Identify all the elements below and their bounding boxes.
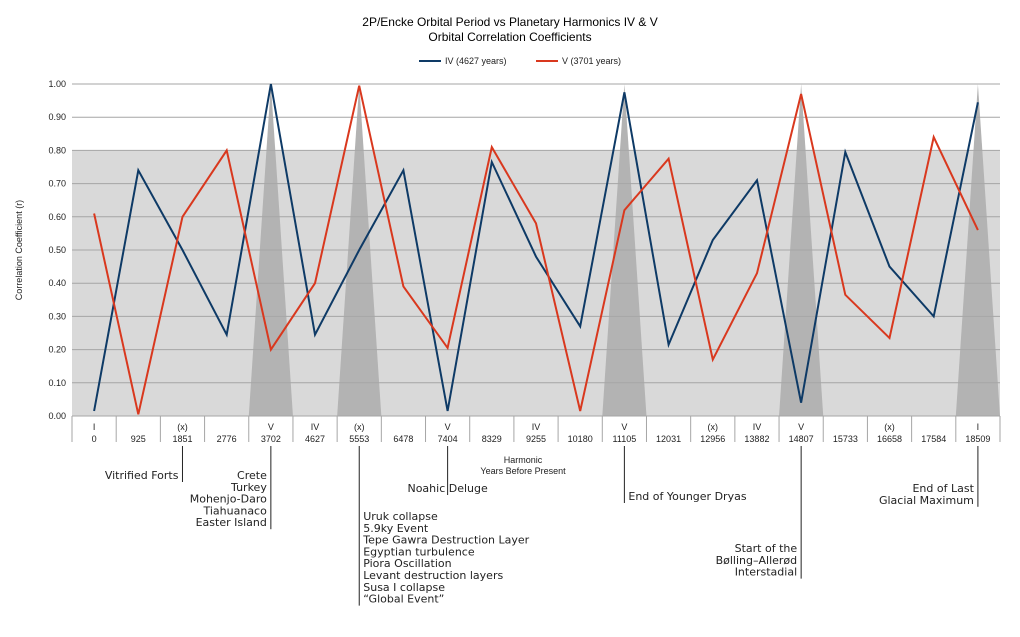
y-tick-label: 0.20 — [48, 345, 66, 355]
x-tick-label: 2776 — [217, 434, 237, 444]
harmonic-label: V — [621, 422, 627, 432]
annotation-text: Piora Oscillation — [363, 557, 451, 570]
annotation-text: Egyptian turbulence — [363, 545, 475, 558]
x-tick-label: 9255 — [526, 434, 546, 444]
harmonic-label: (x) — [884, 422, 895, 432]
x-tick-label: 4627 — [305, 434, 325, 444]
x-tick-label: 6478 — [393, 434, 413, 444]
x-tick-label: 17584 — [921, 434, 946, 444]
y-tick-label: 0.10 — [48, 378, 66, 388]
y-tick-label: 0.50 — [48, 245, 66, 255]
x-tick-label: 13882 — [744, 434, 769, 444]
annotation-text: Glacial Maximum — [879, 494, 974, 507]
annotation-text: Susa I collapse — [363, 581, 445, 594]
x-tick-label: 15733 — [833, 434, 858, 444]
annotations: Vitrified Forts CreteTurkeyMohenjo-DaroTi… — [105, 446, 979, 606]
annotation-text: Mohenjo-Daro — [190, 493, 267, 506]
y-tick-label: 0.70 — [48, 179, 66, 189]
x-tick-label: 18509 — [965, 434, 990, 444]
annotation-text: Easter Island — [196, 516, 267, 529]
x-tick-label: 5553 — [349, 434, 369, 444]
y-tick-label: 0.00 — [48, 411, 66, 421]
x-tick-label: 3702 — [261, 434, 281, 444]
annotation-text: Tiahuanaco — [202, 504, 267, 517]
annotation-text: Turkey — [230, 481, 267, 494]
annotation-text: 5.9ky Event — [363, 522, 429, 535]
series-line-v — [93, 85, 979, 415]
y-tick-label: 0.40 — [48, 278, 66, 288]
x-axis-label-harmonic: Harmonic — [504, 455, 543, 465]
harmonic-label: IV — [532, 422, 541, 432]
annotation-text: Start of the — [735, 542, 798, 555]
x-tick-label: 12031 — [656, 434, 681, 444]
x-tick-label: 0 — [92, 434, 97, 444]
annotation-text: Levant destruction layers — [363, 569, 503, 582]
annotation-text: Noahic Deluge — [407, 482, 488, 495]
legend: IV (4627 years) V (3701 years) — [419, 56, 621, 66]
annotation-text: End of Younger Dryas — [628, 490, 746, 503]
harmonic-label: V — [445, 422, 451, 432]
x-tick-label: 11105 — [613, 434, 637, 444]
harmonic-label: I — [977, 422, 980, 432]
y-tick-label: 0.90 — [48, 112, 66, 122]
x-tick-label: 8329 — [482, 434, 502, 444]
harmonic-label: (x) — [354, 422, 365, 432]
annotation-text: End of Last — [912, 482, 974, 495]
y-tick-label: 0.80 — [48, 145, 66, 155]
harmonic-label: V — [798, 422, 804, 432]
harmonic-label: (x) — [177, 422, 188, 432]
harmonic-label: V — [268, 422, 274, 432]
annotation-text: Crete — [237, 469, 267, 482]
harmonic-label: IV — [311, 422, 320, 432]
annotation-text: Uruk collapse — [363, 510, 438, 523]
series-line-iv — [93, 83, 979, 412]
y-tick-label: 0.30 — [48, 311, 66, 321]
annotation-text: “Global Event” — [363, 593, 444, 606]
x-tick-label: 7404 — [438, 434, 458, 444]
annotation-text: Bølling–Allerød — [716, 554, 798, 567]
x-tick-label: 10180 — [568, 434, 593, 444]
plot-area: 0.00 0.10 0.20 0.30 0.40 0.50 0.60 0.70 0.80 0.90… — [48, 79, 1001, 444]
chart-title: 2P/Encke Orbital Period vs Planetary Har… — [362, 15, 657, 29]
chart-subtitle: Orbital Correlation Coefficients — [428, 30, 591, 44]
x-tick-label: 16658 — [877, 434, 902, 444]
harmonic-label: IV — [753, 422, 762, 432]
harmonic-label: I — [93, 422, 96, 432]
annotation-text: Vitrified Forts — [105, 469, 179, 482]
annotation-text: Tepe Gawra Destruction Layer — [362, 534, 529, 547]
legend-label-v: V (3701 years) — [562, 56, 621, 66]
y-tick-label: 1.00 — [48, 79, 66, 89]
y-tick-label: 0.60 — [48, 212, 66, 222]
y-axis-label: Correlation Coefficient (r) — [14, 200, 24, 300]
x-tick-label: 1851 — [172, 434, 192, 444]
annotation-text: Interstadial — [735, 566, 797, 579]
x-tick-label: 925 — [131, 434, 146, 444]
harmonic-label: (x) — [708, 422, 719, 432]
x-axis-label-years: Years Before Present — [480, 466, 566, 476]
legend-label-iv: IV (4627 years) — [445, 56, 507, 66]
x-tick-label: 14807 — [789, 434, 814, 444]
x-tick-label: 12956 — [700, 434, 725, 444]
